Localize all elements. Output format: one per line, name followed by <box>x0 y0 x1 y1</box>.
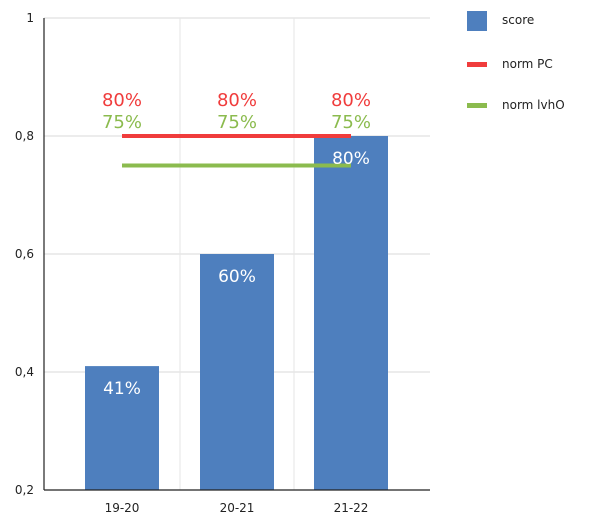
bar-value-label: 41% <box>103 379 141 399</box>
y-tick-label: 0,8 <box>15 129 34 143</box>
bar-value-label: 60% <box>218 267 256 287</box>
x-tick-label: 19-20 <box>105 501 140 515</box>
y-tick-label: 0,6 <box>15 247 34 261</box>
legend-label: norm PC <box>502 57 553 71</box>
legend-label: score <box>502 13 534 27</box>
axes: 0,2 0,4 0,6 0,8 1 19-20 20-21 21-22 <box>15 11 430 515</box>
x-tick-label: 20-21 <box>220 501 255 515</box>
score-bars <box>85 136 388 490</box>
legend-label: norm lvhO <box>502 98 565 112</box>
bar-value-label: 80% <box>332 149 370 169</box>
norm-value-label: 75% <box>102 112 142 133</box>
norm-value-label: 80% <box>331 90 371 111</box>
data-labels: 41%60%80%80% 80% 80%75% 75% 75% <box>102 90 371 399</box>
legend: score norm PC norm lvhO <box>467 11 565 112</box>
norm-value-label: 80% <box>217 90 257 111</box>
x-tick-label: 21-22 <box>334 501 369 515</box>
y-tick-label: 1 <box>26 11 34 25</box>
norm-value-label: 80% <box>102 90 142 111</box>
y-tick-label: 0,2 <box>15 483 34 497</box>
norm-lines <box>122 134 351 168</box>
bar-score <box>314 136 388 490</box>
legend-swatch-line <box>467 103 487 108</box>
bar-score <box>85 366 159 490</box>
y-tick-label: 0,4 <box>15 365 34 379</box>
legend-swatch-line <box>467 62 487 67</box>
norm-value-label: 75% <box>217 112 257 133</box>
bar-score <box>200 254 274 490</box>
legend-swatch-score <box>467 11 487 31</box>
norm-value-label: 75% <box>331 112 371 133</box>
